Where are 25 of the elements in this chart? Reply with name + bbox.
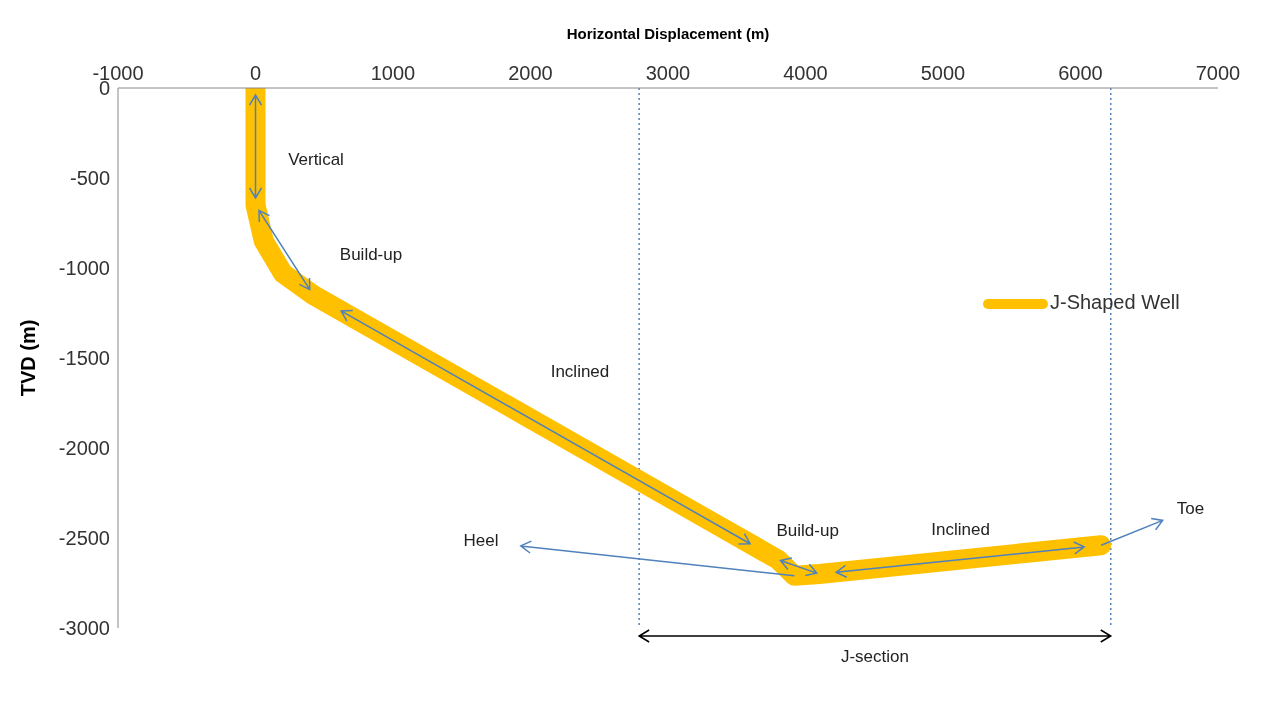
x-tick-label: 6000 [1058,62,1103,84]
x-tick-label: 2000 [508,62,553,84]
y-tick-label: -1000 [58,257,110,280]
annotation: Inclined [931,520,990,540]
x-tick-label: 4000 [783,62,828,84]
y-axis-title: TVD (m) [17,319,40,397]
annotation: Build-up [776,521,839,541]
x-axis-title: Horizontal Displacement (m) [566,24,770,42]
annotation: Toe [1176,498,1205,518]
y-tick-label: -2000 [58,437,110,460]
x-tick-label: 5000 [920,62,966,84]
y-tick-label: -500 [69,167,110,190]
x-tick-label: 0 [249,62,262,84]
text: J-section [840,647,909,666]
annotation: Heel [463,531,499,551]
annotation: Inclined [550,362,610,382]
legend-label: J-Shaped Well [1050,291,1180,314]
annotation: Build-up [339,244,403,264]
y-tick-label: -1500 [58,347,110,370]
x-tick-label: 7000 [1195,62,1241,84]
y-tick-label: -3000 [58,617,110,640]
y-tick-label: -2500 [58,527,110,550]
x-tick-label: 3000 [645,62,691,84]
x-tick-label: 1000 [370,62,416,84]
annotation: Vertical [288,150,344,170]
